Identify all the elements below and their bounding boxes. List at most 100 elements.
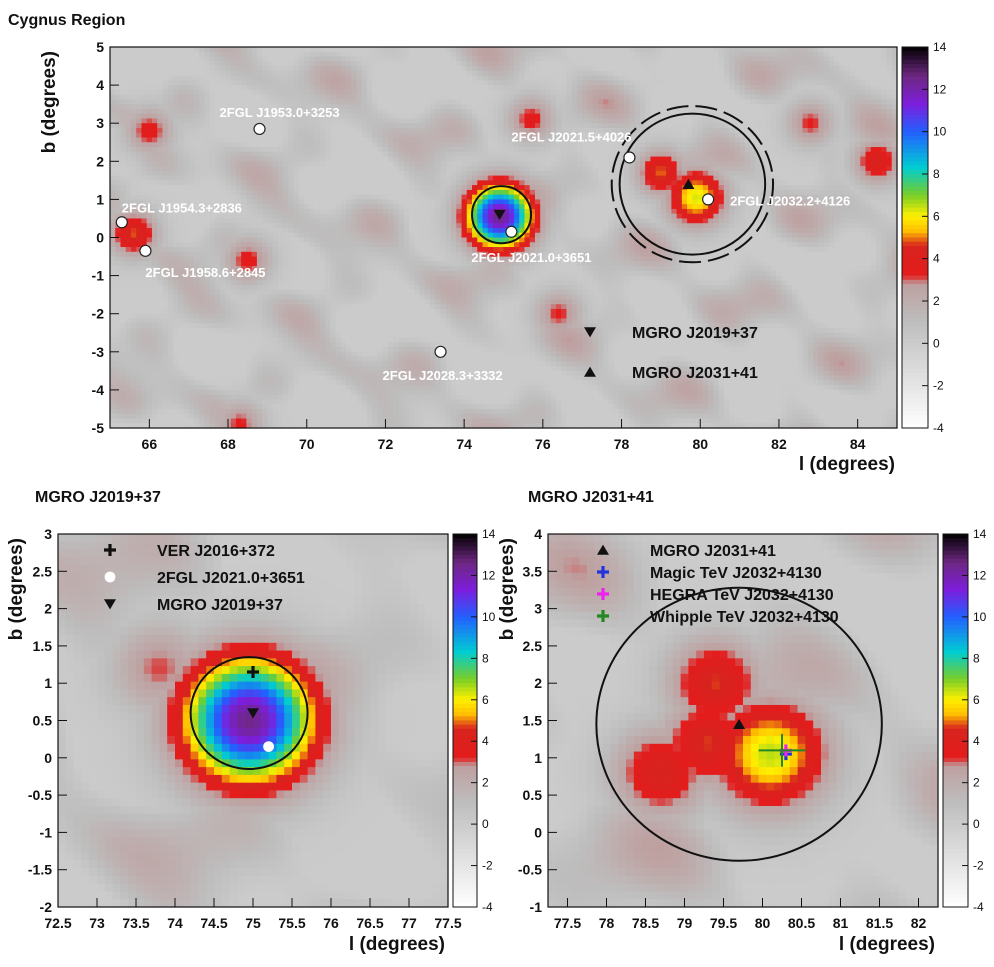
heat-cell: [277, 389, 284, 396]
heat-cell: [146, 199, 153, 205]
heat-cell: [377, 318, 384, 324]
heat-cell: [283, 399, 289, 405]
heat-cell: [157, 251, 164, 258]
heat-cell: [293, 332, 300, 339]
heat-cell: [272, 332, 279, 339]
heat-cell: [130, 332, 137, 339]
heat-cell: [309, 361, 316, 367]
heat-cell: [230, 351, 237, 358]
heat-cell: [256, 413, 263, 420]
heat-cell: [178, 170, 185, 177]
heat-cell: [309, 137, 316, 143]
heat-cell: [314, 108, 321, 115]
heat-cell: [377, 408, 384, 415]
heat-cell: [304, 251, 310, 258]
heat-cell: [115, 256, 122, 262]
heat-cell: [110, 375, 116, 381]
heat-cell: [388, 385, 394, 391]
heat-cell: [267, 189, 274, 196]
heat-cell: [424, 380, 431, 386]
heat-cell: [256, 223, 263, 229]
heat-cell: [225, 199, 232, 205]
heat-cell: [288, 104, 295, 110]
heat-cell: [157, 99, 164, 105]
heat-cell: [277, 142, 284, 148]
heat-cell: [193, 132, 200, 139]
heat-cell: [136, 113, 143, 120]
heat-cell: [288, 175, 295, 181]
heat-cell: [125, 147, 132, 153]
heat-cell: [246, 161, 253, 167]
heat-cell: [409, 332, 415, 339]
heat-cell: [356, 347, 363, 353]
heat-cell: [372, 394, 379, 401]
heat-cell: [183, 213, 190, 220]
heat-cell: [225, 361, 232, 367]
heat-cell: [283, 166, 289, 172]
heat-cell: [346, 332, 352, 339]
heat-cell: [377, 156, 384, 162]
heat-cell: [157, 399, 164, 405]
heat-cell: [178, 394, 185, 401]
heat-cell: [251, 251, 258, 258]
heat-cell: [246, 113, 253, 120]
heat-cell: [110, 227, 116, 234]
heat-cell: [382, 161, 389, 167]
heat-cell: [235, 408, 242, 415]
heat-cell: [430, 180, 436, 186]
heat-cell: [314, 66, 321, 72]
heat-cell: [388, 408, 394, 415]
heat-cell: [319, 132, 326, 139]
heat-cell: [372, 318, 379, 324]
heat-cell: [188, 261, 195, 267]
heat-cell: [283, 218, 289, 224]
heat-cell: [199, 408, 206, 415]
heat-cell: [346, 227, 352, 234]
heat-cell: [304, 332, 310, 339]
heat-cell: [110, 89, 116, 96]
heat-cell: [225, 70, 232, 77]
heat-cell: [251, 156, 258, 162]
heat-cell: [204, 332, 211, 339]
heat-cell: [283, 366, 289, 372]
heat-cell: [267, 56, 274, 62]
heat-cell: [435, 137, 442, 143]
heat-cell: [199, 56, 206, 62]
heat-cell: [388, 223, 394, 229]
heat-cell: [414, 361, 421, 367]
heat-cell: [288, 389, 295, 396]
heat-cell: [325, 218, 331, 224]
heat-cell: [382, 156, 389, 162]
heat-cell: [298, 313, 305, 320]
heat-cell: [419, 218, 426, 224]
heat-cell: [340, 308, 347, 315]
heat-cell: [382, 285, 389, 291]
heat-cell: [136, 123, 143, 129]
heat-cell: [167, 194, 174, 200]
heat-cell: [178, 175, 185, 181]
heat-cell: [151, 385, 158, 391]
heat-cell: [293, 266, 300, 272]
heat-cell: [398, 304, 405, 310]
heat-cell: [346, 251, 352, 258]
heat-cell: [298, 318, 305, 324]
heat-cell: [136, 375, 143, 381]
heat-cell: [267, 156, 274, 162]
heat-cell: [267, 285, 274, 291]
heat-cell: [262, 104, 268, 110]
heat-cell: [393, 423, 400, 429]
heat-cell: [283, 266, 289, 272]
heat-cell: [172, 375, 179, 381]
heat-cell: [414, 404, 421, 410]
heat-cell: [388, 108, 394, 115]
heat-cell: [151, 80, 158, 86]
heat-cell: [136, 213, 143, 220]
heat-cell: [319, 223, 326, 229]
heat-cell: [225, 232, 232, 239]
heat-cell: [199, 142, 206, 148]
heat-cell: [193, 199, 200, 205]
heat-cell: [414, 161, 421, 167]
heat-cell: [136, 318, 143, 324]
heat-cell: [409, 423, 415, 429]
heat-cell: [188, 275, 195, 281]
